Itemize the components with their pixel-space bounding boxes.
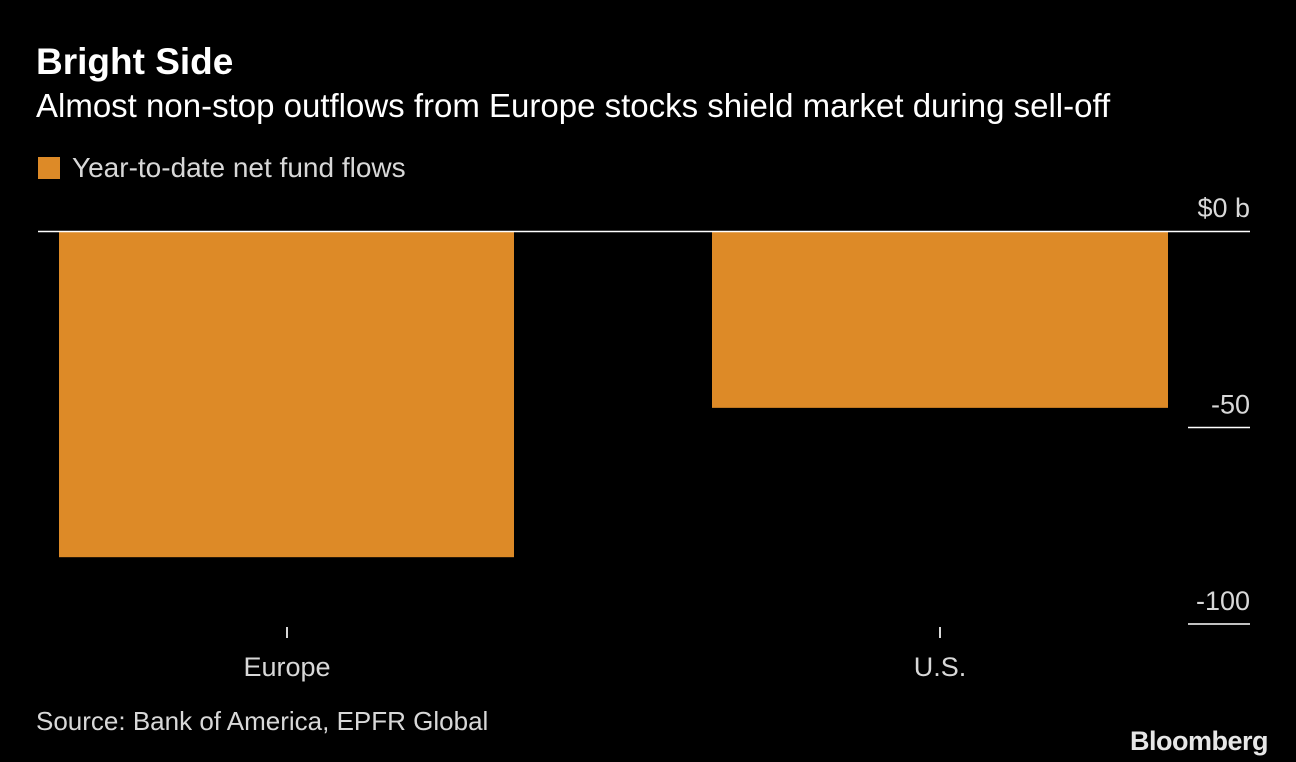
bloomberg-logo: Bloomberg [1129,726,1269,756]
y-tick-label: -100 [1196,586,1250,616]
bar-u-s [712,231,1168,408]
chart-legend: Year-to-date net fund flows [38,150,406,186]
chart-subtitle: Almost non-stop outflows from Europe sto… [36,87,1111,124]
legend-swatch [38,157,60,179]
source-note: Source: Bank of America, EPFR Global [36,706,489,736]
chart-title: Bright Side [36,41,234,82]
x-tick-label: U.S. [914,652,967,682]
legend-label: Year-to-date net fund flows [72,152,406,183]
y-tick-label: $0 b [1197,193,1250,223]
bar-europe [59,231,514,558]
y-tick-label: -50 [1211,390,1250,420]
x-tick-label: Europe [243,652,330,682]
